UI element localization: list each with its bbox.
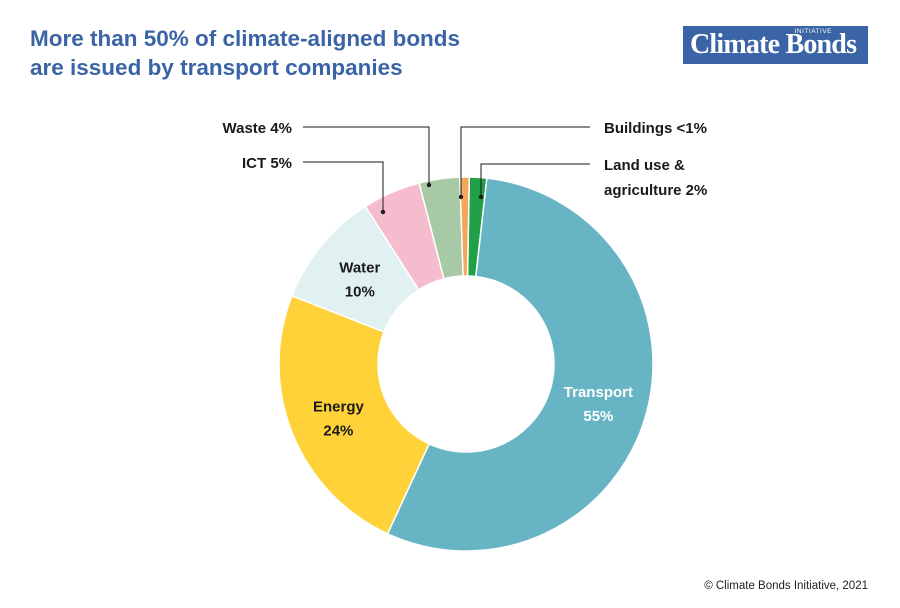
label-ict: ICT 5% [242, 155, 292, 172]
label-energy: Energy 24% [313, 398, 365, 439]
slice-energy [278, 294, 431, 535]
label-buildings: Buildings <1% [604, 120, 707, 137]
climate-bonds-logo: INITIATIVE Climate Bonds [683, 26, 868, 64]
chart-title-line-2: are issued by transport companies [30, 55, 403, 80]
leader-line-land-use-and-agriculture [480, 163, 590, 197]
logo-text: Climate Bonds [690, 29, 857, 60]
leader-dot-waste [426, 182, 432, 188]
label-water: Water 10% [339, 260, 380, 301]
leader-dot-ict [380, 209, 386, 215]
label-land-use-and-agriculture: Land use & agriculture 2% [604, 157, 707, 199]
leader-dot-buildings [458, 194, 464, 200]
logo-subtext: INITIATIVE [794, 28, 832, 35]
copyright-notice: © Climate Bonds Initiative, 2021 [704, 580, 868, 592]
label-transport: Transport 55% [564, 384, 633, 425]
leader-line-buildings [460, 126, 590, 197]
leader-line-ict [303, 161, 384, 212]
chart-title: More than 50% of climate-aligned bonds a… [30, 24, 460, 82]
leader-dot-land-use-and-agriculture [478, 194, 484, 200]
label-waste: Waste 4% [223, 120, 292, 137]
slice-buildings [459, 176, 471, 277]
chart-title-line-1: More than 50% of climate-aligned bonds [30, 26, 461, 51]
leader-line-waste [303, 126, 430, 185]
slice-transport [386, 177, 654, 552]
